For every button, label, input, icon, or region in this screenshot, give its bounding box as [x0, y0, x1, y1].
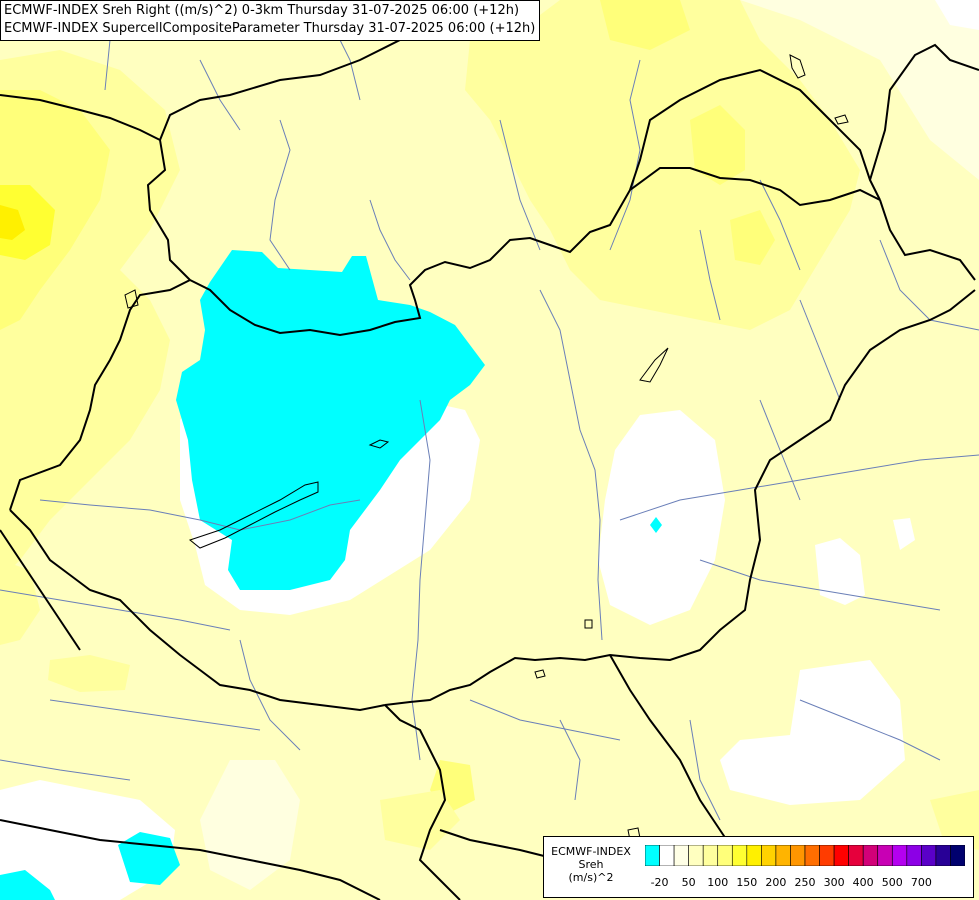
- field-midyellow-north: [600, 0, 690, 50]
- field-yellow-south: [380, 790, 460, 850]
- legend-swatches: [645, 845, 965, 866]
- lake-small-5: [534, 669, 546, 679]
- field-gold-west: [0, 205, 25, 240]
- field-white-east-small: [815, 538, 865, 605]
- legend-swatch: [761, 845, 777, 866]
- lake-small-3: [834, 114, 849, 125]
- field-white-southeast: [720, 660, 905, 805]
- rivers: [0, 0, 979, 821]
- border-hungary-southeast: [384, 289, 976, 706]
- field-bright-west: [0, 185, 55, 260]
- legend-tick-label: 400: [853, 876, 874, 889]
- border-south-west: [0, 819, 381, 900]
- lake-small-8: [639, 347, 669, 383]
- legend-swatch: [833, 845, 849, 866]
- legend-tick-label: 250: [795, 876, 816, 889]
- lake-balaton: [188, 481, 319, 549]
- lake-small-4: [584, 619, 593, 629]
- field-yellow-southwest: [48, 655, 130, 692]
- legend-tick-label: 700: [911, 876, 932, 889]
- legend-swatch: [819, 845, 835, 866]
- legend-tick-label: 300: [824, 876, 845, 889]
- border-croatia-serbia: [384, 704, 461, 900]
- border-serbia-romania: [609, 654, 741, 861]
- border-ukraine: [629, 68, 871, 191]
- border-austria-north: [0, 94, 191, 281]
- border-romania-north: [868, 43, 979, 201]
- legend-swatch: [702, 845, 719, 866]
- border-west: [9, 279, 191, 511]
- legend-swatch: [921, 845, 937, 866]
- legend-title-line1: ECMWF-INDEX: [551, 845, 631, 858]
- legend-swatch: [862, 845, 879, 866]
- field-white-northeast: [935, 0, 979, 30]
- field-white-east-tiny: [893, 518, 915, 550]
- field-midyellow-northeast2: [730, 210, 775, 265]
- legend-swatch: [731, 845, 748, 866]
- border-hungary-east: [879, 199, 976, 281]
- field-cyan-southwest2: [0, 870, 55, 900]
- legend-swatch: [804, 845, 820, 866]
- legend-tick-label: 200: [765, 876, 786, 889]
- field-pale-south: [200, 760, 300, 890]
- legend-swatch: [950, 845, 965, 866]
- legend-swatch: [717, 845, 733, 866]
- border-slovenia: [0, 529, 81, 651]
- field-cyan-small-east: [650, 517, 662, 533]
- field-white-east: [598, 410, 725, 625]
- legend-tick-label: 100: [707, 876, 728, 889]
- field-pale-northeast: [740, 0, 979, 180]
- legend-swatch: [906, 845, 922, 866]
- legend-swatch: [775, 845, 791, 866]
- map-title-box: ECMWF-INDEX Sreh Right ((m/s)^2) 0-3km T…: [0, 0, 541, 41]
- legend-tick-label: 50: [682, 876, 696, 889]
- field-yellow-south-east: [930, 790, 979, 850]
- legend-swatch: [935, 845, 951, 866]
- legend-swatch: [673, 845, 689, 866]
- lake-small-7: [124, 289, 139, 309]
- legend-tick-label: 500: [882, 876, 903, 889]
- legend-swatch: [848, 845, 864, 866]
- legend-swatch: [659, 845, 675, 866]
- field-midyellow-northeast: [690, 105, 745, 185]
- lake-small-2: [789, 54, 806, 79]
- legend-tick-label: -20: [651, 876, 669, 889]
- legend-swatch: [891, 845, 908, 866]
- legend-swatch: [746, 845, 762, 866]
- map-title-line1: ECMWF-INDEX Sreh Right ((m/s)^2) 0-3km T…: [4, 3, 520, 18]
- border-misc-south: [439, 829, 561, 861]
- legend-swatch: [877, 845, 893, 866]
- legend-swatch: [645, 845, 660, 866]
- border-hungary-southwest: [9, 509, 386, 712]
- legend-tick-label: 150: [736, 876, 757, 889]
- field-cyan-southwest: [118, 832, 180, 885]
- field-cyan-main: [176, 250, 485, 590]
- legend-swatch: [688, 845, 704, 866]
- color-legend: ECMWF-INDEX Sreh (m/s)^2 -20 50 100 150 200 2…: [543, 836, 974, 898]
- lake-small-1: [368, 439, 390, 449]
- legend-title-line2: Sreh: [578, 858, 604, 871]
- field-yellow-west-lower: [0, 560, 40, 645]
- map-title-line2: ECMWF-INDEX SupercellCompositeParameter …: [4, 21, 536, 36]
- border-hungary-north: [189, 167, 881, 337]
- legend-title-line3: (m/s)^2: [568, 871, 614, 884]
- legend-tick-labels: -20 50 100 150 200 250 300 400 500 700: [651, 876, 932, 889]
- legend-title: ECMWF-INDEX Sreh (m/s)^2: [546, 845, 636, 884]
- legend-swatch: [790, 845, 806, 866]
